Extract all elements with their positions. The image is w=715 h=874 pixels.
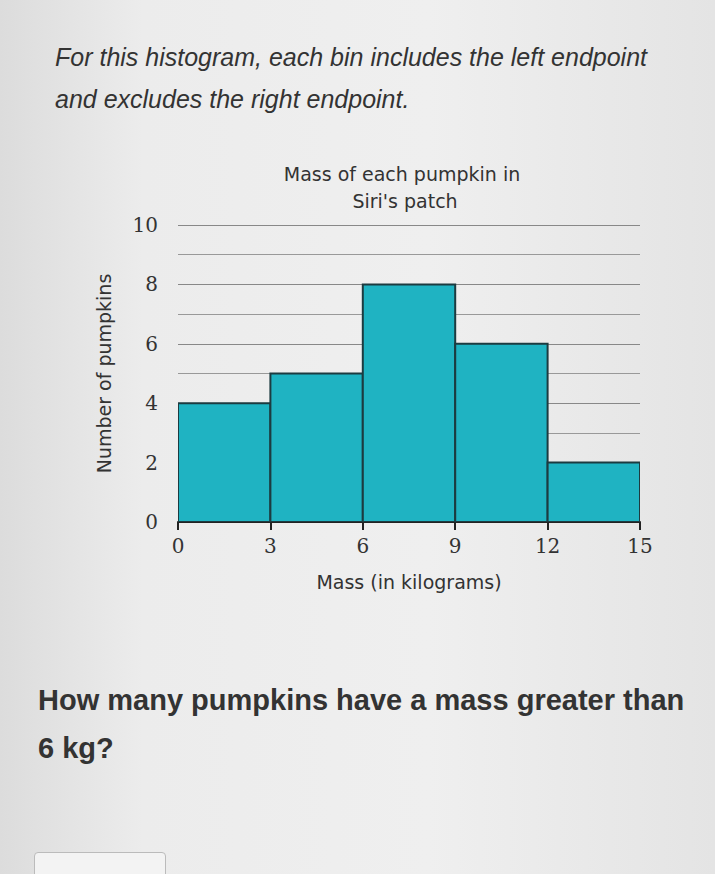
svg-text:Mass of each pumpkin in: Mass of each pumpkin in xyxy=(284,163,526,185)
svg-text:Number of pumpkins: Number of pumpkins xyxy=(93,274,115,474)
svg-text:0: 0 xyxy=(145,510,158,534)
svg-text:3: 3 xyxy=(264,534,277,558)
svg-text:6: 6 xyxy=(356,534,369,558)
svg-text:10: 10 xyxy=(133,213,158,237)
html-text:How many pumpkins have a mass: How many pumpkins have a mass greater th… xyxy=(38,684,685,764)
svg-text:15: 15 xyxy=(627,534,652,558)
svg-text:0: 0 xyxy=(172,534,185,558)
html-text:For this histogram, each bin i: For this histogram, each bin includes th… xyxy=(55,43,647,113)
svg-text:Mass (in kilograms): Mass (in kilograms) xyxy=(316,571,501,593)
svg-text:4: 4 xyxy=(145,391,158,415)
svg-text:8: 8 xyxy=(145,272,158,296)
svg-text:Siri's patch: Siri's patch xyxy=(352,190,457,212)
svg-text:12: 12 xyxy=(535,534,560,558)
svg-text:9: 9 xyxy=(449,534,462,558)
svg-text:6: 6 xyxy=(145,332,158,356)
svg-text:2: 2 xyxy=(145,451,158,475)
